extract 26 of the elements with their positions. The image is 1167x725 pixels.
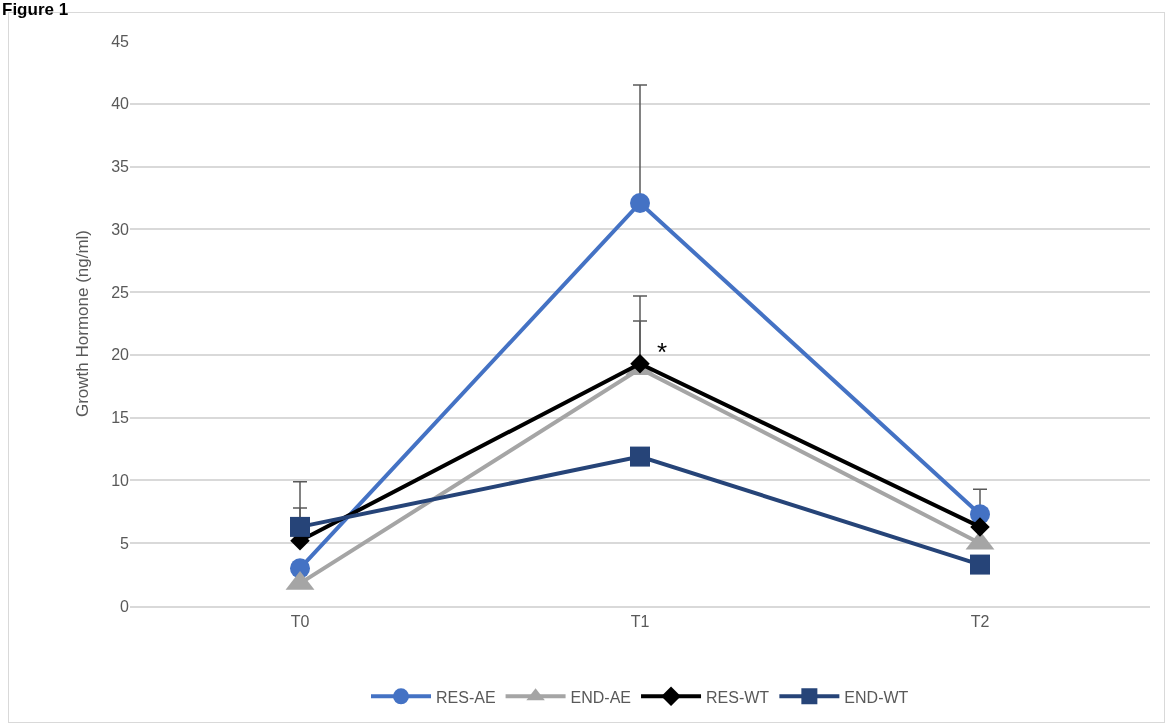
x-tick-label: T2 [970, 612, 990, 630]
y-axis-title: Growth Hormone (ng/ml) [72, 229, 92, 418]
annotation: * [657, 337, 668, 367]
legend-label: END-AE [570, 688, 632, 706]
point [290, 516, 310, 537]
y-tick-label: 25 [111, 283, 130, 301]
point [970, 517, 990, 537]
x-tick-label: T0 [290, 612, 310, 630]
y-tick-label: 5 [120, 534, 130, 552]
legend-label: RES-AE [436, 688, 496, 706]
y-tick-label: 30 [111, 220, 130, 238]
point [630, 192, 650, 213]
y-tick-label: 35 [111, 158, 130, 176]
chart-title: Figure 1 [2, 0, 69, 20]
legend-label: RES-WT [706, 688, 770, 706]
y-tick-label: 15 [111, 409, 130, 427]
point [970, 554, 990, 575]
y-tick-label: 45 [111, 32, 130, 50]
x-tick-label: T1 [630, 612, 650, 630]
y-tick-label: 40 [111, 95, 130, 113]
y-tick-label: 10 [111, 472, 130, 490]
point [630, 353, 650, 374]
y-tick-label: 0 [120, 597, 130, 615]
legend-label: END-WT [844, 688, 909, 706]
point [630, 446, 650, 467]
y-tick-label: 20 [111, 346, 130, 364]
